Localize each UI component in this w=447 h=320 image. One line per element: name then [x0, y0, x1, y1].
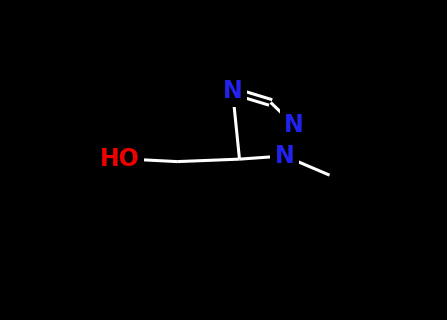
Text: N: N — [284, 113, 304, 137]
Text: HO: HO — [100, 147, 140, 171]
Text: N: N — [223, 79, 242, 103]
Text: N: N — [274, 144, 295, 168]
